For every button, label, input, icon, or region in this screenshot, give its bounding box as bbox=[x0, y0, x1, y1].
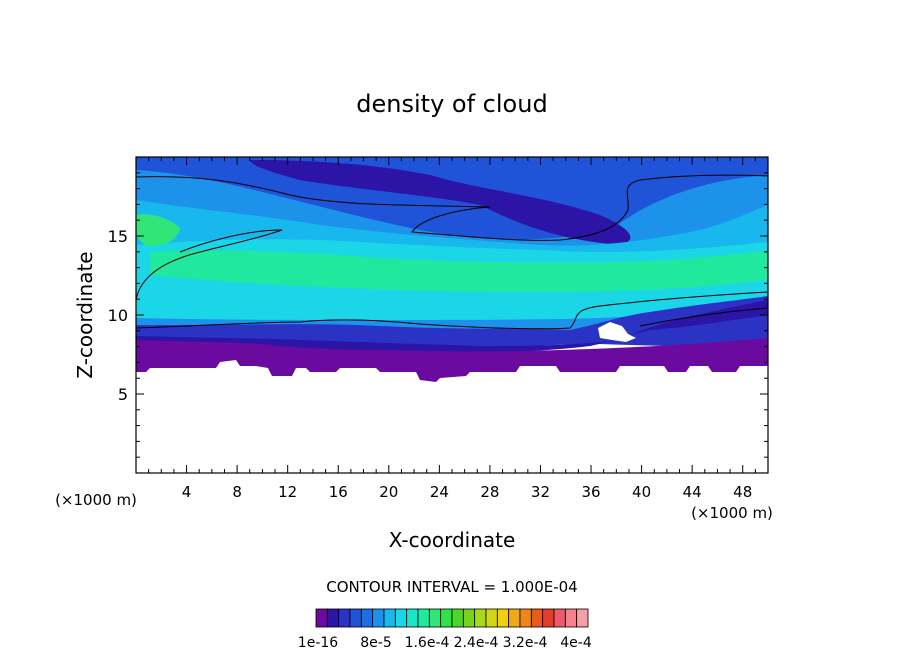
field-band-navy bbox=[136, 300, 768, 354]
field-band-upper-darkest bbox=[250, 160, 631, 245]
colorbar-swatch bbox=[338, 608, 351, 628]
colorbar-swatch bbox=[349, 608, 362, 628]
colorbar-swatch bbox=[485, 608, 498, 628]
colorbar-swatch bbox=[417, 608, 430, 628]
x-unit-right: (×1000 m) bbox=[691, 504, 773, 522]
y-tick-label: 10 bbox=[108, 306, 128, 325]
plot-area bbox=[136, 157, 768, 473]
colorbar-swatch bbox=[564, 608, 578, 628]
colorbar-labels: 1e-16 8e-5 1.6e-4 2.4e-4 3.2e-4 4e-4 bbox=[298, 635, 592, 651]
colorbar-tick-label: 2.4e-4 bbox=[454, 635, 499, 651]
colorbar-tick-label: 1.6e-4 bbox=[405, 635, 450, 651]
colorbar-swatch bbox=[360, 608, 374, 628]
colorbar-swatch bbox=[576, 608, 589, 628]
y-axis: 5 10 15 bbox=[108, 156, 768, 474]
x-tick-label: 8 bbox=[232, 483, 242, 501]
y-tick-label: 15 bbox=[108, 227, 128, 246]
colorbar-swatch bbox=[440, 608, 453, 628]
colorbar-swatch bbox=[326, 608, 340, 628]
colorbar-tick-label: 4e-4 bbox=[560, 635, 592, 651]
x-tick-label: 48 bbox=[733, 483, 752, 501]
colorbar-swatch bbox=[394, 608, 408, 628]
colorbar-swatch bbox=[519, 608, 532, 628]
contour-lower bbox=[136, 291, 768, 330]
field-band-purple bbox=[136, 338, 768, 382]
colorbar-swatch bbox=[428, 608, 442, 628]
colorbar-swatch bbox=[462, 608, 476, 628]
colorbar-swatch bbox=[474, 608, 487, 628]
x-tick-label: 40 bbox=[632, 483, 651, 501]
colorbar-swatch bbox=[406, 608, 419, 628]
field-band-green-core bbox=[150, 250, 768, 292]
x-tick-label: 28 bbox=[480, 483, 499, 501]
colorbar-tick-label: 3.2e-4 bbox=[503, 635, 548, 651]
x-tick-label: 20 bbox=[379, 483, 398, 501]
colorbar-swatch bbox=[530, 608, 544, 628]
x-tick-label: 32 bbox=[531, 483, 550, 501]
x-tick-label: 16 bbox=[329, 483, 348, 501]
field-gap bbox=[598, 322, 636, 342]
y-axis-label: Z-coordinate bbox=[73, 251, 97, 378]
contour-interval-label: CONTOUR INTERVAL = 1.000E-04 bbox=[326, 578, 577, 596]
x-unit-left: (×1000 m) bbox=[55, 491, 137, 509]
contour-lower-right bbox=[639, 307, 768, 327]
colorbar-swatch bbox=[372, 608, 385, 628]
x-tick-label: 44 bbox=[683, 483, 702, 501]
colorbar-swatch bbox=[508, 608, 521, 628]
x-axis: 4 8 12 16 20 24 28 32 36 40 44 48 bbox=[135, 157, 769, 501]
colorbar-tick-label: 1e-16 bbox=[298, 635, 338, 651]
y-tick-label: 5 bbox=[118, 385, 128, 404]
colorbar bbox=[315, 608, 589, 628]
colorbar-swatch bbox=[451, 608, 464, 628]
colorbar-tick-label: 8e-5 bbox=[360, 635, 391, 651]
x-tick-label: 12 bbox=[278, 483, 297, 501]
field-band-left-green bbox=[136, 214, 180, 246]
colorbar-swatch bbox=[315, 608, 328, 628]
colorbar-swatch bbox=[542, 608, 555, 628]
x-tick-label: 4 bbox=[182, 483, 192, 501]
colorbar-swatch bbox=[553, 608, 566, 628]
colorbar-swatch bbox=[383, 608, 396, 628]
field-band-lower-cyan bbox=[136, 280, 768, 322]
contour-upper bbox=[136, 174, 768, 241]
colorbar-swatch bbox=[496, 608, 510, 628]
x-tick-label: 24 bbox=[430, 483, 449, 501]
contour-middle-left bbox=[136, 229, 283, 301]
chart-title: density of cloud bbox=[356, 90, 547, 118]
x-tick-label: 36 bbox=[581, 483, 600, 501]
x-axis-label: X-coordinate bbox=[389, 528, 516, 552]
